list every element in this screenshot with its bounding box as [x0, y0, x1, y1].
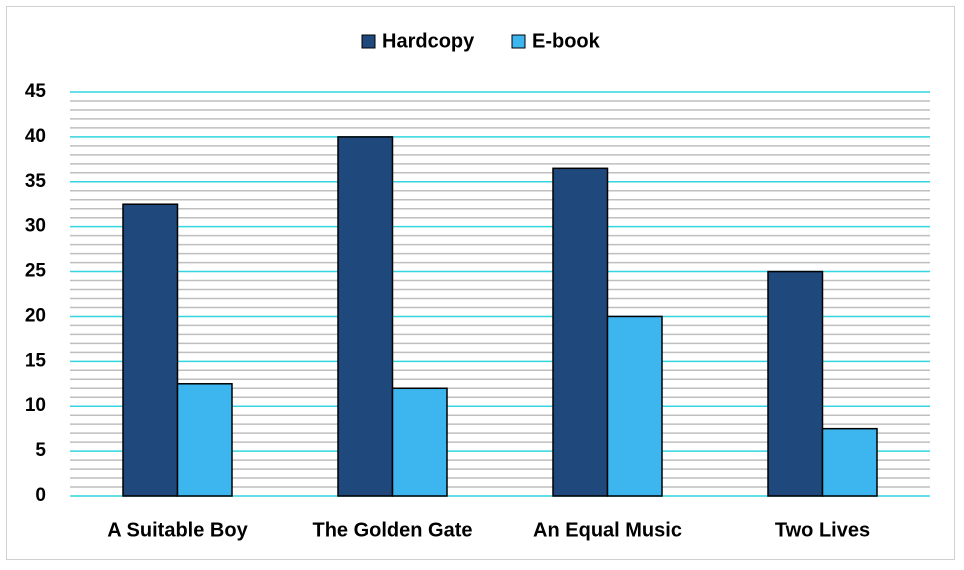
- y-tick-label: 40: [25, 126, 46, 147]
- legend-label: E-book: [532, 30, 601, 52]
- y-tick-label: 45: [25, 81, 47, 102]
- bar: [606, 315, 663, 497]
- y-tick-label: 20: [25, 305, 46, 326]
- y-tick-label: 15: [25, 350, 47, 371]
- bar: [391, 387, 448, 497]
- y-tick-label: 35: [25, 171, 47, 192]
- x-tick-label: The Golden Gate: [312, 519, 472, 541]
- y-tick-label: 5: [35, 440, 46, 461]
- legend-label: Hardcopy: [382, 30, 475, 52]
- y-tick-label: 10: [25, 395, 46, 416]
- bar: [122, 203, 179, 497]
- bar: [821, 427, 878, 497]
- x-tick-label: An Equal Music: [533, 519, 682, 541]
- x-tick-label: Two Lives: [775, 519, 870, 541]
- bar: [767, 270, 824, 497]
- legend-swatch: [361, 34, 376, 49]
- y-tick-label: 30: [25, 216, 46, 237]
- bar: [552, 167, 609, 497]
- y-tick-label: 25: [25, 261, 47, 282]
- legend-swatch: [511, 34, 526, 49]
- bar: [176, 383, 233, 497]
- legend: Hardcopy E-book: [361, 30, 601, 52]
- y-tick-label: 0: [35, 485, 46, 506]
- bar: [337, 136, 394, 497]
- x-tick-label: A Suitable Boy: [107, 519, 248, 541]
